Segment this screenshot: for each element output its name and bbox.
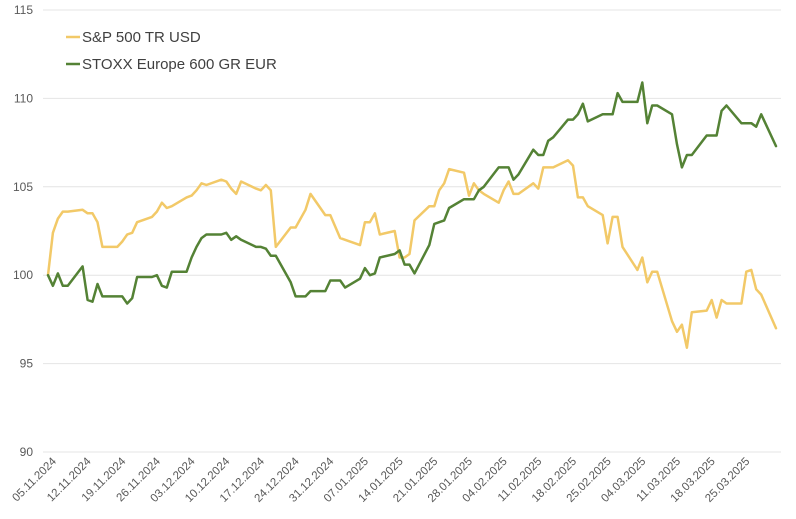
series-lines — [46, 81, 778, 349]
y-tick-label: 100 — [13, 268, 33, 282]
gridlines — [43, 9, 781, 453]
y-tick-label: 95 — [20, 357, 34, 371]
y-tick-label: 105 — [13, 180, 33, 194]
legend-label: S&P 500 TR USD — [82, 29, 201, 46]
y-tick-label: 115 — [14, 3, 33, 17]
legend-label: STOXX Europe 600 GR EUR — [82, 56, 277, 73]
series-line-1 — [46, 159, 778, 349]
series-line-2 — [46, 81, 778, 305]
legend: S&P 500 TR USD STOXX Europe 600 GR EUR — [66, 29, 277, 73]
y-tick-label: 90 — [20, 445, 34, 459]
y-axis: 90 95 100 105 110 115 — [13, 3, 33, 459]
x-axis: 05.11.202412.11.202419.11.202426.11.2024… — [10, 455, 752, 505]
y-tick-label: 110 — [14, 91, 33, 105]
